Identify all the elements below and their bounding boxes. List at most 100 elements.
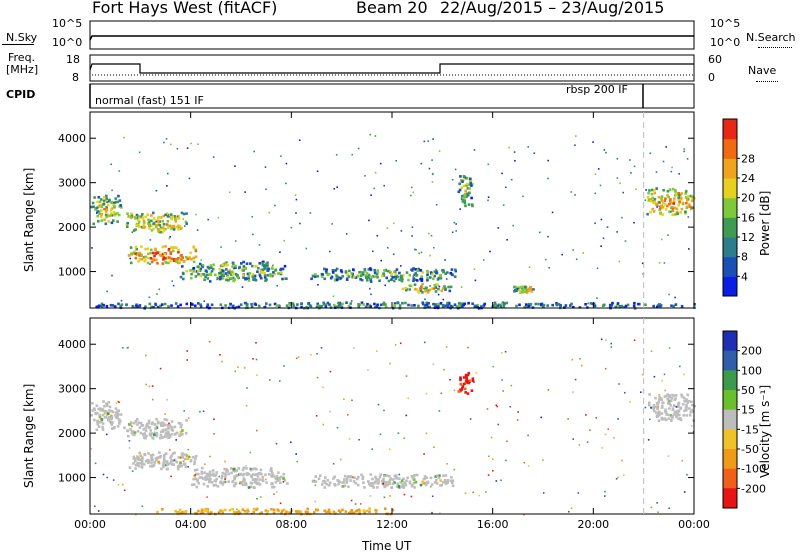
power-scatter-point [165,138,168,140]
power-cell [105,208,109,211]
power-cell [470,182,474,186]
power-cell [459,175,462,178]
power-cell [369,280,373,283]
power-cell [379,303,383,307]
power-cell [285,277,288,280]
velocity-cell [333,475,336,479]
power-cell [373,268,376,272]
velocity-cell [406,476,409,480]
velocity-cell [205,472,209,476]
power-cell [307,302,310,305]
velocity-cell [202,477,205,480]
velocity-cell [134,463,138,467]
power-cell [400,279,404,283]
power-cell [433,274,436,278]
velocity-scatter-point [527,434,529,437]
power-cell [361,271,365,274]
velocity-cell [136,418,139,421]
power-cell [366,302,369,306]
power-cell [335,276,339,279]
power-scatter-point [138,151,141,154]
power-scatter-point [305,247,308,250]
velocity-cell [218,511,221,514]
power-cell [425,286,428,290]
velocity-cell [139,431,143,435]
power-scatter-point [502,204,505,206]
velocity-cell [227,480,230,483]
power-cell [495,306,498,309]
power-scatter-point [430,234,433,237]
power-scatter-point [597,168,600,170]
power-cell [162,229,166,232]
velocity-cell [148,426,152,429]
power-cell [341,302,344,306]
power-cell [97,205,100,209]
power-scatter-point [149,263,151,265]
velocity-cell [648,401,651,405]
power-cell [179,303,182,307]
velocity-cell [139,454,142,457]
power-cell [370,275,373,279]
velocity-colorbar-swatch [723,390,737,411]
power-cell [209,272,213,275]
power-cell [103,196,106,199]
power-cell [680,207,684,211]
power-cell [224,272,228,275]
velocity-cell [690,400,693,404]
power-cell [185,269,188,273]
velocity-cell [457,390,461,393]
power-scatter-point [335,154,338,156]
power-cell [129,246,133,249]
velocity-cell [134,419,138,423]
velocity-cell [159,421,163,425]
power-scatter-point [432,172,434,175]
power-cell [404,301,407,305]
velocity-cell [108,409,111,412]
velocity-cell [685,414,688,417]
power-cell [559,304,562,307]
power-cell [243,301,247,305]
velocity-cell [114,407,118,410]
freq-label: Freq. [8,51,36,64]
power-scatter-point [460,286,463,288]
power-cell [401,301,404,305]
power-cell [251,275,255,279]
power-cell [352,275,356,279]
power-cell [269,274,273,278]
velocity-cell [233,484,236,488]
power-cell [182,277,185,281]
velocity-cell [682,396,686,400]
velocity-cell [680,395,684,398]
power-cell [459,305,462,309]
velocity-cell [151,458,154,461]
velocity-cell [163,459,167,463]
cpid-mode-1: normal (fast) 151 IF [95,94,204,107]
power-cell [436,305,439,309]
velocity-cell [664,418,668,422]
power-scatter-point [244,191,246,193]
velocity-cell [375,509,378,513]
power-cell [138,225,141,229]
power-cell [150,229,154,232]
power-cell [502,305,506,308]
power-cell [439,277,443,280]
power-cell [402,274,405,277]
power-cell [126,225,129,228]
power-cell [164,227,167,231]
power-scatter-point [393,222,395,225]
velocity-cell [110,423,113,426]
power-cell [653,191,657,195]
power-scatter-point [123,136,125,139]
velocity-scatter-point [613,437,615,439]
power-scatter-point [207,218,209,221]
power-cell [114,197,117,200]
power-cell [131,251,135,255]
power-cell [530,290,533,293]
velocity-colorbar-tick-label: 15 [741,404,755,417]
velocity-cell [177,421,181,425]
power-cell [684,192,687,195]
power-cell [181,265,184,268]
power-ytick-label: 1000 [58,266,86,279]
power-cell [117,194,120,198]
power-cell [211,267,215,271]
